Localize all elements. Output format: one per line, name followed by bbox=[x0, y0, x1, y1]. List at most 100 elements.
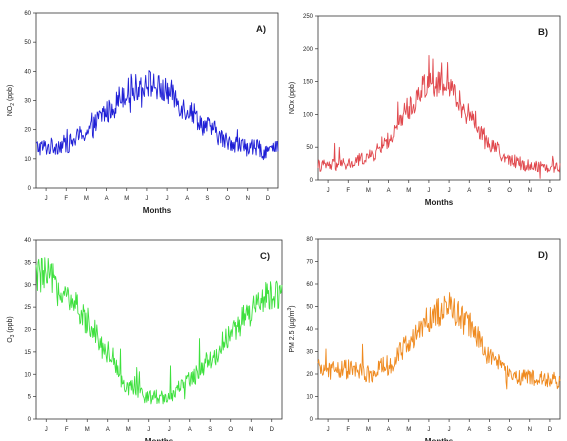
x-tick-label: D bbox=[548, 188, 553, 194]
y-axis-label-sub: 2 bbox=[10, 103, 16, 106]
y-tick-label: 50 bbox=[24, 40, 31, 46]
y-axis-label: NOx (ppb) bbox=[289, 82, 296, 114]
y-axis-label: NO2 (ppb) bbox=[7, 85, 16, 117]
y-axis-label-rest: (ppb) bbox=[7, 316, 14, 334]
y-axis-label-main: PM 2.5 (µg/m bbox=[289, 310, 296, 352]
panel-label: B) bbox=[538, 27, 548, 38]
y-tick-label: 0 bbox=[310, 417, 314, 423]
plot-frame bbox=[317, 238, 561, 420]
x-tick-label: M bbox=[406, 427, 411, 433]
y-tick-label: 15 bbox=[24, 350, 31, 356]
y-tick-label: 35 bbox=[24, 260, 31, 266]
x-tick-label: J bbox=[327, 188, 330, 194]
x-tick-label: J bbox=[45, 427, 48, 433]
panel-label: A) bbox=[256, 24, 266, 35]
x-tick-label: J bbox=[448, 188, 451, 194]
x-tick-label: S bbox=[487, 188, 491, 194]
y-tick-label: 200 bbox=[303, 47, 314, 53]
y-tick-label: 5 bbox=[28, 395, 32, 401]
x-tick-label: N bbox=[528, 188, 532, 194]
x-tick-label: O bbox=[507, 427, 512, 433]
x-tick-label: M bbox=[126, 427, 131, 433]
y-tick-label: 0 bbox=[28, 186, 32, 192]
y-tick-label: 50 bbox=[306, 145, 313, 151]
x-tick-label: M bbox=[84, 196, 89, 202]
panel-d-pm25: 0 10 20 30 40 50 60 70 80 J F M A M J J A S O N D Months PM 2.… bbox=[287, 237, 561, 441]
panel-c-o3: 0510152025303540JFMAMJJASONDMonthsO3 (pp… bbox=[7, 238, 283, 441]
x-tick-label: A bbox=[105, 196, 109, 202]
x-tick-label: A bbox=[185, 196, 189, 202]
panel-label: C) bbox=[260, 251, 270, 262]
x-tick-label: O bbox=[225, 196, 230, 202]
y-tick-label: 150 bbox=[303, 80, 314, 86]
x-tick-label: O bbox=[507, 188, 512, 194]
y-tick-label: 20 bbox=[24, 328, 31, 334]
x-axis-label: Months bbox=[425, 437, 454, 441]
y-tick-label: 0 bbox=[310, 178, 314, 184]
y-axis-label: O3 (ppb) bbox=[7, 316, 16, 343]
x-tick-label: F bbox=[64, 196, 68, 202]
y-axis-label-rest: (ppb) bbox=[7, 85, 14, 103]
y-tick-label: 10 bbox=[24, 157, 31, 163]
y-tick-label: 30 bbox=[306, 350, 313, 356]
y-axis-label-main: O bbox=[7, 337, 14, 343]
x-tick-label: O bbox=[228, 427, 233, 433]
series-line bbox=[35, 257, 283, 405]
x-tick-label: F bbox=[346, 188, 350, 194]
y-tick-label: 40 bbox=[306, 327, 313, 333]
x-tick-label: N bbox=[528, 427, 532, 433]
y-axis-label-main: NO bbox=[7, 105, 14, 116]
y-axis-label-rest: ) bbox=[289, 305, 296, 307]
x-tick-label: A bbox=[467, 427, 471, 433]
x-axis-label: Months bbox=[143, 206, 172, 215]
y-axis-label-main: NOx (ppb) bbox=[289, 82, 296, 114]
x-tick-label: N bbox=[246, 196, 250, 202]
x-tick-label: A bbox=[188, 427, 192, 433]
x-tick-label: S bbox=[205, 196, 209, 202]
x-tick-label: J bbox=[45, 196, 48, 202]
x-tick-label: A bbox=[106, 427, 110, 433]
x-tick-label: J bbox=[145, 196, 148, 202]
x-tick-label: M bbox=[85, 427, 90, 433]
x-axis-label: Months bbox=[425, 198, 454, 207]
x-tick-label: J bbox=[427, 427, 430, 433]
y-tick-label: 100 bbox=[303, 112, 314, 118]
x-tick-label: D bbox=[270, 427, 275, 433]
series-line bbox=[317, 55, 561, 179]
y-tick-label: 30 bbox=[24, 99, 31, 105]
x-tick-label: F bbox=[346, 427, 350, 433]
x-tick-label: M bbox=[406, 188, 411, 194]
y-tick-label: 10 bbox=[306, 395, 313, 401]
x-tick-label: M bbox=[366, 427, 371, 433]
y-tick-label: 40 bbox=[24, 69, 31, 75]
x-tick-label: A bbox=[387, 188, 391, 194]
x-tick-label: J bbox=[166, 196, 169, 202]
x-axis-label: Months bbox=[145, 437, 174, 441]
y-tick-label: 40 bbox=[24, 238, 31, 244]
x-tick-label: S bbox=[487, 427, 491, 433]
x-tick-label: D bbox=[266, 196, 271, 202]
y-axis-label: PM 2.5 (µg/m3) bbox=[287, 305, 296, 352]
x-tick-label: J bbox=[147, 427, 150, 433]
x-tick-label: J bbox=[327, 427, 330, 433]
series-line bbox=[35, 70, 279, 161]
x-tick-label: D bbox=[548, 427, 553, 433]
y-tick-label: 50 bbox=[306, 305, 313, 311]
series-line bbox=[317, 292, 561, 390]
y-tick-label: 10 bbox=[24, 372, 31, 378]
y-tick-label: 20 bbox=[306, 372, 313, 378]
y-tick-label: 25 bbox=[24, 305, 31, 311]
y-tick-label: 250 bbox=[303, 14, 314, 20]
y-tick-label: 0 bbox=[28, 417, 32, 423]
x-tick-label: A bbox=[387, 427, 391, 433]
y-tick-label: 20 bbox=[24, 128, 31, 134]
x-tick-label: S bbox=[208, 427, 212, 433]
y-axis-label-sub: 3 bbox=[10, 334, 16, 337]
y-tick-label: 80 bbox=[306, 237, 313, 243]
x-tick-label: N bbox=[249, 427, 253, 433]
y-tick-label: 30 bbox=[24, 283, 31, 289]
y-tick-label: 60 bbox=[24, 11, 31, 17]
y-tick-label: 70 bbox=[306, 260, 313, 266]
x-tick-label: M bbox=[366, 188, 371, 194]
